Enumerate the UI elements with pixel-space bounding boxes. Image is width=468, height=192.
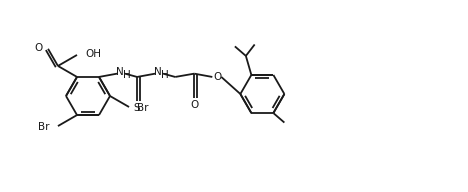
Text: O: O xyxy=(190,100,198,110)
Text: Br: Br xyxy=(38,122,50,132)
Text: Br: Br xyxy=(137,103,148,113)
Text: O: O xyxy=(213,72,221,82)
Text: OH: OH xyxy=(85,49,101,59)
Text: O: O xyxy=(35,43,43,53)
Text: H: H xyxy=(123,70,131,80)
Text: N: N xyxy=(116,67,124,77)
Text: N: N xyxy=(154,67,162,77)
Text: S: S xyxy=(134,103,140,113)
Text: H: H xyxy=(161,70,169,80)
